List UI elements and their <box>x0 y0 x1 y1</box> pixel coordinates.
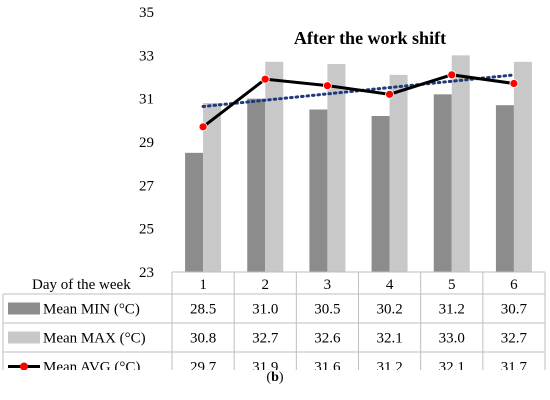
legend-label: Mean AVG (°C) <box>43 360 140 371</box>
y-tick-label: 23 <box>139 265 154 281</box>
data-label: 32.7 <box>252 331 279 347</box>
y-tick-label: 31 <box>139 92 154 108</box>
avg-point <box>509 79 519 88</box>
bar-mean-max <box>327 64 346 272</box>
chart-title: After the work shift <box>294 28 446 48</box>
avg-point <box>260 74 270 84</box>
bar-mean-min <box>247 98 266 273</box>
avg-point <box>198 122 208 132</box>
x-tick-label: 2 <box>262 277 270 293</box>
legend-key-bar <box>8 331 40 344</box>
y-tick-label: 35 <box>139 5 154 21</box>
avg-line <box>202 73 515 129</box>
bar-mean-min <box>185 152 204 272</box>
y-tick-label: 25 <box>139 222 154 238</box>
data-label: 31.2 <box>376 360 402 371</box>
data-label: 30.2 <box>376 302 402 318</box>
legend-key-marker <box>20 362 28 370</box>
avg-point <box>385 89 394 99</box>
data-label: 31.7 <box>501 360 528 371</box>
figure-caption: (b) <box>266 370 284 385</box>
data-label: 32.1 <box>439 360 465 371</box>
x-tick-label: 1 <box>199 277 207 293</box>
x-tick-label: 4 <box>386 277 394 293</box>
y-tick-label: 27 <box>139 178 155 194</box>
data-label: 31.2 <box>439 302 465 318</box>
data-label: 28.5 <box>190 302 216 318</box>
legend-key-bar <box>8 302 40 315</box>
bars <box>185 55 532 273</box>
data-label: 32.6 <box>314 331 341 347</box>
data-label: 32.1 <box>376 331 402 347</box>
bar-mean-min <box>371 116 390 272</box>
data-label: 31.6 <box>314 360 341 371</box>
bar-mean-max <box>451 55 470 273</box>
y-tick-label: 29 <box>139 135 154 151</box>
bar-mean-max <box>513 61 532 273</box>
x-tick-label: 6 <box>510 277 518 293</box>
data-label: 31.0 <box>252 302 278 318</box>
bar-mean-min <box>495 105 514 273</box>
bar-mean-min <box>433 94 452 272</box>
bar-mean-max <box>265 61 284 273</box>
data-label: 30.8 <box>190 331 216 347</box>
data-label: 30.7 <box>501 302 528 318</box>
y-tick-label: 33 <box>139 48 154 64</box>
caption-letter: b <box>271 370 279 385</box>
bar-mean-max <box>389 74 408 272</box>
data-label: 30.5 <box>314 302 340 318</box>
y-axis: 23 25 27 29 31 33 35 <box>139 5 155 281</box>
avg-point <box>323 81 332 91</box>
data-label: 29.7 <box>190 360 217 371</box>
x-tick-label: 3 <box>324 277 332 293</box>
data-label: 31.9 <box>252 360 278 371</box>
data-table: Day of the week 1 2 3 4 5 6 Mean MIN (°C) 28.5 31… <box>2 271 546 371</box>
x-tick-label: 5 <box>448 277 456 293</box>
x-axis-label: Day of the week <box>32 277 131 293</box>
legend-label: Mean MAX (°C) <box>43 331 146 347</box>
data-label: 33.0 <box>439 331 465 347</box>
avg-series <box>198 70 519 132</box>
avg-point <box>447 70 457 80</box>
data-label: 32.7 <box>501 331 528 347</box>
bar-mean-max <box>203 103 222 272</box>
legend-label: Mean MIN (°C) <box>43 302 140 318</box>
bar-mean-min <box>309 109 328 272</box>
